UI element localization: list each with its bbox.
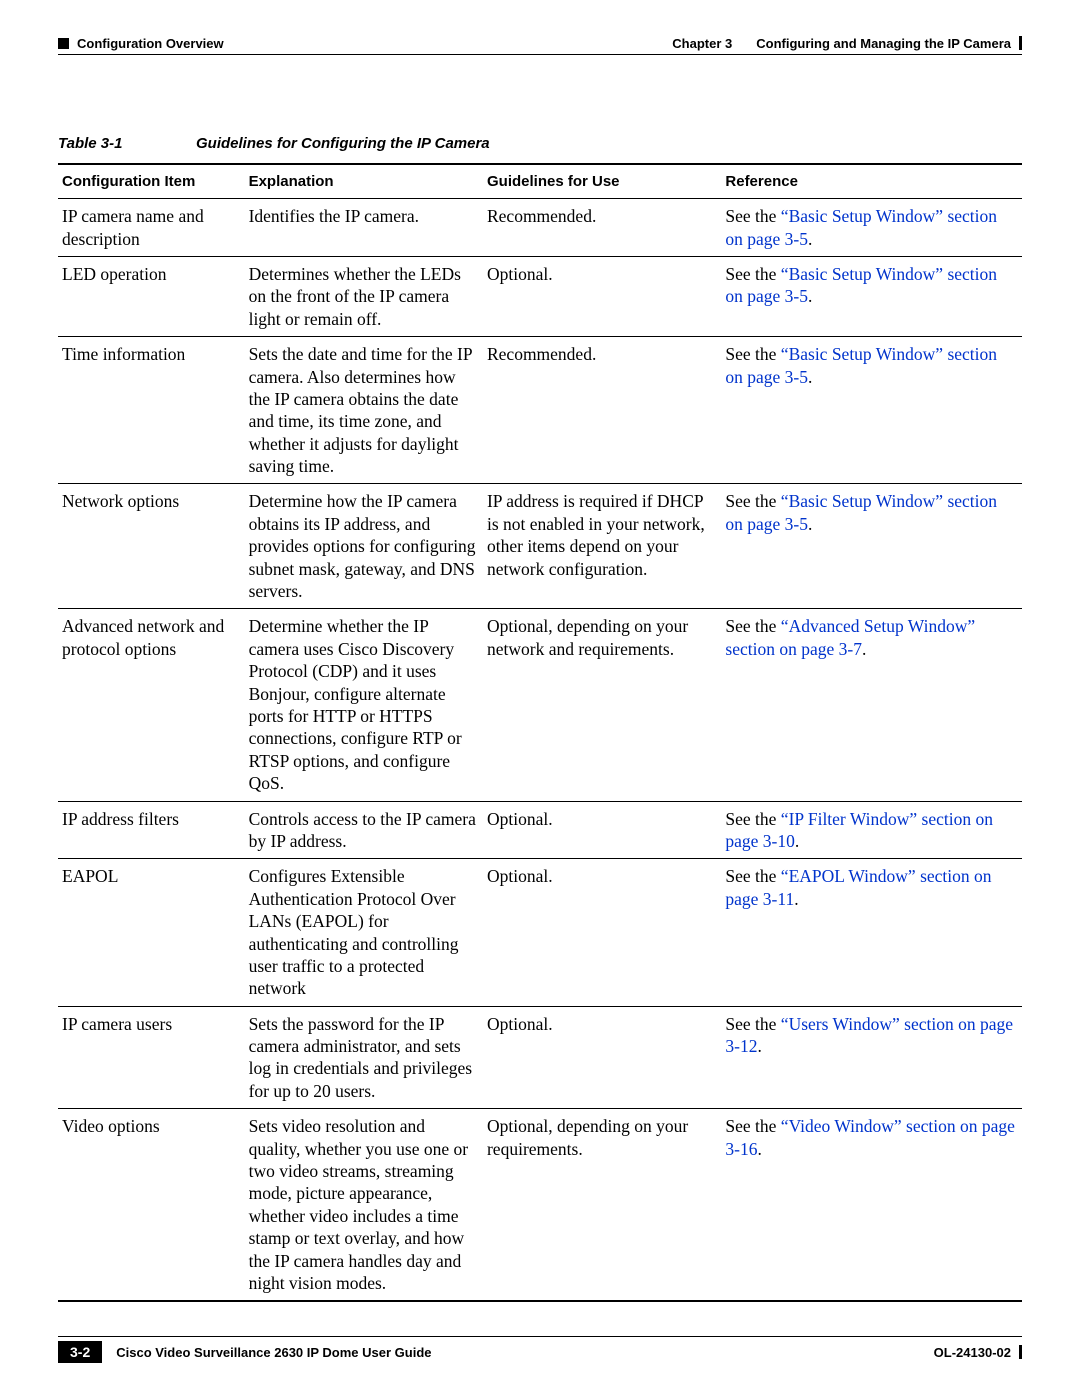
page: Configuration Overview Chapter 3 Configu… <box>0 0 1080 1342</box>
header-right: Chapter 3 Configuring and Managing the I… <box>672 34 1022 52</box>
cell-explanation: Configures Extensible Authentication Pro… <box>245 859 483 1006</box>
cell-item: IP camera name and description <box>58 199 245 257</box>
cell-item: IP address filters <box>58 801 245 859</box>
cell-item: IP camera users <box>58 1006 245 1109</box>
cell-guidelines: Optional, depending on your requirements… <box>483 1109 721 1302</box>
cell-item: Network options <box>58 484 245 609</box>
reference-link[interactable]: “Basic Setup Window” section on page 3-5 <box>725 264 997 306</box>
cell-guidelines: Recommended. <box>483 337 721 484</box>
cell-reference: See the “Video Window” section on page 3… <box>721 1109 1022 1302</box>
table-caption: Table 3-1 Guidelines for Configuring the… <box>58 135 1022 153</box>
chapter-title: Configuring and Managing the IP Camera <box>756 36 1011 51</box>
table-header-row: Configuration Item Explanation Guideline… <box>58 164 1022 199</box>
cell-guidelines: Optional. <box>483 801 721 859</box>
footer-right: OL-24130-02 <box>934 1345 1022 1360</box>
caption-label: Table 3-1 <box>58 135 168 152</box>
cell-reference: See the “Basic Setup Window” section on … <box>721 337 1022 484</box>
reference-link[interactable]: “Advanced Setup Window” section on page … <box>725 616 975 658</box>
reference-link[interactable]: “IP Filter Window” section on page 3-10 <box>725 809 993 851</box>
vertical-bar-icon <box>1019 36 1022 50</box>
cell-reference: See the “IP Filter Window” section on pa… <box>721 801 1022 859</box>
table-row: IP camera usersSets the password for the… <box>58 1006 1022 1109</box>
cell-item: EAPOL <box>58 859 245 1006</box>
section-title: Configuration Overview <box>77 36 224 51</box>
header-left: Configuration Overview <box>58 36 224 51</box>
caption-text: Guidelines for Configuring the IP Camera <box>196 135 490 152</box>
reference-link[interactable]: “EAPOL Window” section on page 3-11 <box>725 866 991 908</box>
doc-id: OL-24130-02 <box>934 1345 1011 1360</box>
reference-link[interactable]: “Video Window” section on page 3-16 <box>725 1116 1015 1158</box>
cell-guidelines: Optional. <box>483 1006 721 1109</box>
cell-guidelines: Optional. <box>483 859 721 1006</box>
cell-guidelines: Recommended. <box>483 199 721 257</box>
square-bullet-icon <box>58 38 69 49</box>
cell-explanation: Sets the password for the IP camera admi… <box>245 1006 483 1109</box>
table-row: Advanced network and protocol optionsDet… <box>58 609 1022 801</box>
cell-guidelines: Optional, depending on your network and … <box>483 609 721 801</box>
cell-item: Video options <box>58 1109 245 1302</box>
config-table: Configuration Item Explanation Guideline… <box>58 163 1022 1302</box>
col-header: Reference <box>721 164 1022 199</box>
cell-explanation: Determine whether the IP camera uses Cis… <box>245 609 483 801</box>
reference-link[interactable]: “Basic Setup Window” section on page 3-5 <box>725 206 997 248</box>
table-row: IP address filtersControls access to the… <box>58 801 1022 859</box>
cell-reference: See the “Advanced Setup Window” section … <box>721 609 1022 801</box>
cell-item: Time information <box>58 337 245 484</box>
table-row: LED operationDetermines whether the LEDs… <box>58 256 1022 336</box>
cell-guidelines: Optional. <box>483 256 721 336</box>
table-row: Network optionsDetermine how the IP came… <box>58 484 1022 609</box>
cell-explanation: Controls access to the IP camera by IP a… <box>245 801 483 859</box>
col-header: Guidelines for Use <box>483 164 721 199</box>
cell-guidelines: IP address is required if DHCP is not en… <box>483 484 721 609</box>
table-row: Time informationSets the date and time f… <box>58 337 1022 484</box>
guide-title: Cisco Video Surveillance 2630 IP Dome Us… <box>116 1345 431 1360</box>
footer-left: 3-2 Cisco Video Surveillance 2630 IP Dom… <box>58 1341 432 1363</box>
cell-explanation: Sets the date and time for the IP camera… <box>245 337 483 484</box>
page-header: Configuration Overview Chapter 3 Configu… <box>58 34 1022 55</box>
cell-explanation: Sets video resolution and quality, wheth… <box>245 1109 483 1302</box>
cell-reference: See the “Basic Setup Window” section on … <box>721 484 1022 609</box>
reference-link[interactable]: “Users Window” section on page 3-12 <box>725 1014 1013 1056</box>
chapter-label: Chapter 3 <box>672 36 732 51</box>
cell-reference: See the “Basic Setup Window” section on … <box>721 256 1022 336</box>
reference-link[interactable]: “Basic Setup Window” section on page 3-5 <box>725 491 997 533</box>
cell-reference: See the “Users Window” section on page 3… <box>721 1006 1022 1109</box>
page-number-badge: 3-2 <box>58 1341 102 1363</box>
cell-explanation: Determines whether the LEDs on the front… <box>245 256 483 336</box>
cell-item: LED operation <box>58 256 245 336</box>
cell-reference: See the “Basic Setup Window” section on … <box>721 199 1022 257</box>
page-footer: 3-2 Cisco Video Surveillance 2630 IP Dom… <box>58 1336 1022 1363</box>
cell-item: Advanced network and protocol options <box>58 609 245 801</box>
table-row: EAPOLConfigures Extensible Authenticatio… <box>58 859 1022 1006</box>
cell-reference: See the “EAPOL Window” section on page 3… <box>721 859 1022 1006</box>
col-header: Explanation <box>245 164 483 199</box>
table-row: Video optionsSets video resolution and q… <box>58 1109 1022 1302</box>
reference-link[interactable]: “Basic Setup Window” section on page 3-5 <box>725 344 997 386</box>
cell-explanation: Determine how the IP camera obtains its … <box>245 484 483 609</box>
col-header: Configuration Item <box>58 164 245 199</box>
cell-explanation: Identifies the IP camera. <box>245 199 483 257</box>
vertical-bar-icon <box>1019 1345 1022 1359</box>
table-row: IP camera name and descriptionIdentifies… <box>58 199 1022 257</box>
